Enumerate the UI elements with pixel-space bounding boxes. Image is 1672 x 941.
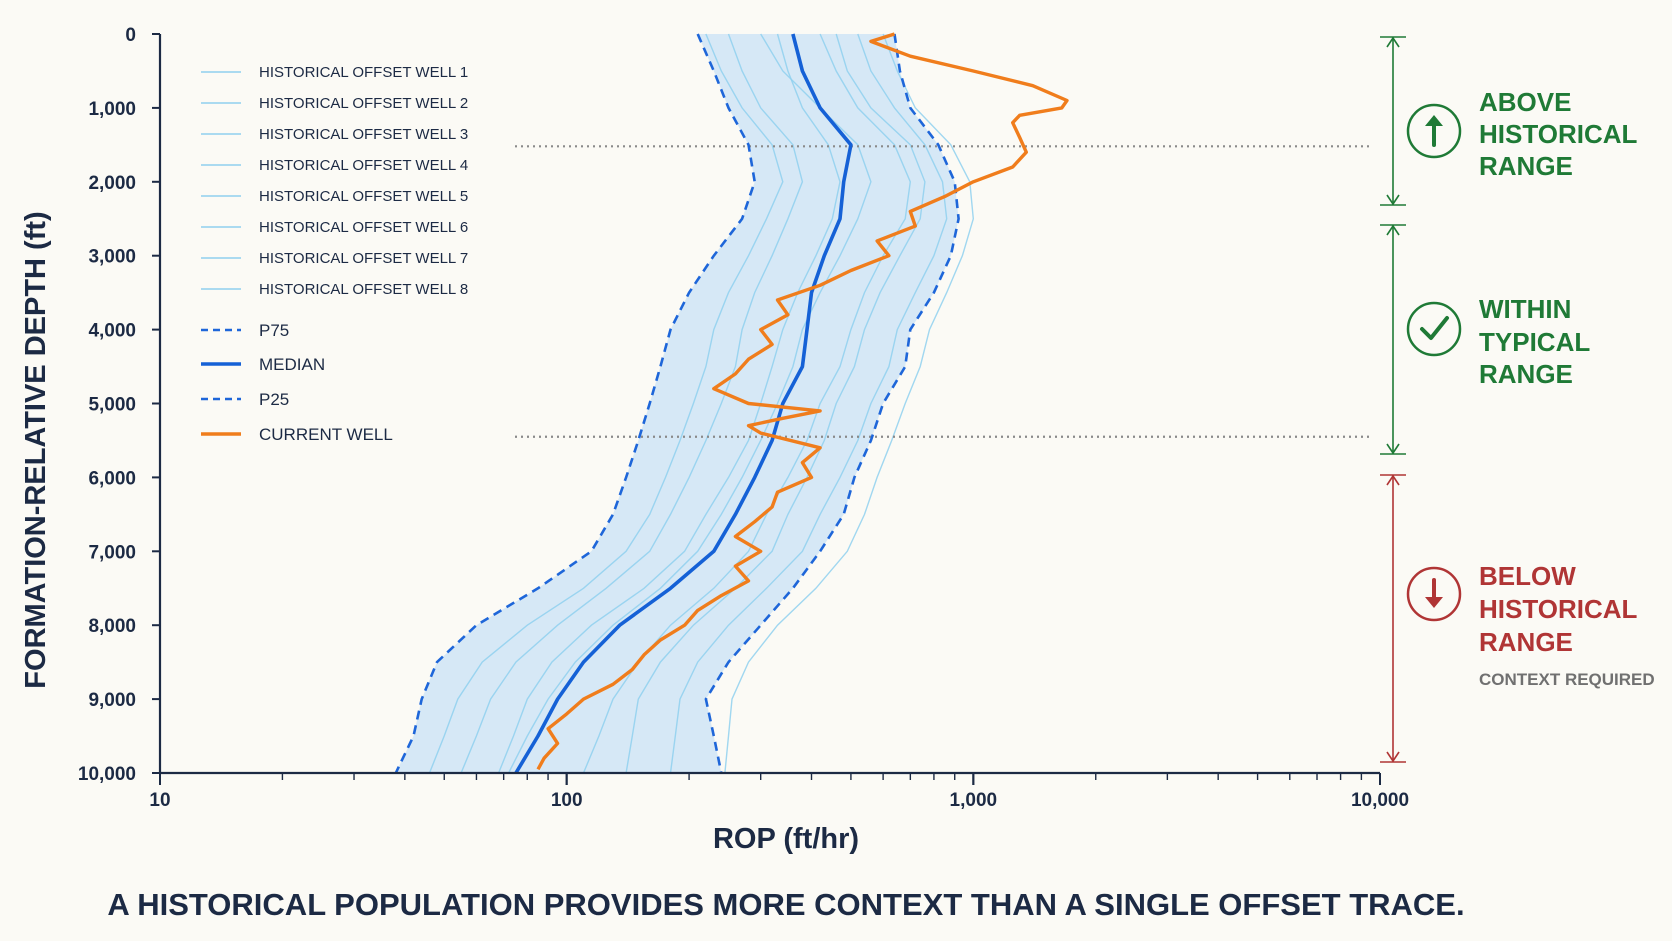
- x-tick-label: 10,000: [1351, 790, 1409, 811]
- legend-label-historical-4: HISTORICAL OFFSET WELL 4: [259, 157, 468, 174]
- y-tick-label: 5,000: [88, 395, 136, 416]
- arrow-down-icon: [1406, 566, 1462, 622]
- historical-well-line-8: [625, 33, 926, 774]
- x-tick-label: 10: [149, 790, 170, 811]
- current-well-trace: [536, 32, 1069, 771]
- above-zone-label-3: RANGE: [1479, 151, 1573, 181]
- within-zone-arrowhead-top: [1386, 224, 1400, 236]
- within-zone-label-2: TYPICAL: [1479, 327, 1590, 357]
- legend-label-historical-6: HISTORICAL OFFSET WELL 6: [259, 219, 468, 236]
- within-zone-label-1: WITHIN: [1479, 294, 1571, 324]
- percentile-lines: [394, 33, 960, 774]
- below-zone-arrowhead-bottom: [1386, 751, 1400, 763]
- below-zone-arrowhead-top: [1386, 474, 1400, 486]
- legend-label-current-well: CURRENT WELL: [259, 425, 393, 444]
- legend-label-historical-3: HISTORICAL OFFSET WELL 3: [259, 126, 468, 143]
- x-axis-title: ROP (ft/hr): [713, 823, 859, 855]
- legend-label-historical-8: HISTORICAL OFFSET WELL 8: [259, 281, 468, 298]
- above-zone-arrowhead-top: [1386, 36, 1400, 48]
- above-zone-label-1: ABOVE: [1479, 87, 1571, 117]
- y-tick-label: 6,000: [88, 468, 136, 489]
- chart-caption: A HISTORICAL POPULATION PROVIDES MORE CO…: [107, 887, 1464, 922]
- p25-line: [394, 33, 757, 774]
- legend-label-historical-5: HISTORICAL OFFSET WELL 5: [259, 188, 468, 205]
- arrow-up-icon: [1406, 103, 1462, 159]
- y-tick-label: 10,000: [78, 764, 136, 785]
- below-zone-note: CONTEXT REQUIRED: [1479, 670, 1655, 689]
- y-tick-label: 8,000: [88, 616, 136, 637]
- x-tick-label: 100: [551, 790, 583, 811]
- current-well-line: [536, 32, 1069, 771]
- x-tick-label: 1,000: [950, 790, 998, 811]
- y-tick-label: 0: [125, 25, 136, 46]
- y-tick-label: 1,000: [88, 99, 136, 120]
- zone-indicators: ABOVE HISTORICAL RANGE WITHIN TYPICAL RA…: [1380, 36, 1655, 763]
- within-zone-label-3: RANGE: [1479, 359, 1573, 389]
- historical-well-line-6: [724, 33, 975, 774]
- axes: 0 1,000 2,000 3,000 4,000 5,000 6,000 7,000 8,00…: [78, 25, 1409, 811]
- legend-label-historical-7: HISTORICAL OFFSET WELL 7: [259, 250, 468, 267]
- legend-label-p25: P25: [259, 390, 289, 409]
- median-line: [514, 33, 853, 774]
- y-tick-label: 2,000: [88, 173, 136, 194]
- legend-label-median: MEDIAN: [259, 355, 325, 374]
- zone-thresholds: [515, 145, 1372, 438]
- historical-well-line-1: [507, 33, 872, 774]
- legend-label-historical-2: HISTORICAL OFFSET WELL 2: [259, 95, 468, 112]
- historical-well-line-3: [460, 33, 804, 774]
- y-tick-label: 9,000: [88, 690, 136, 711]
- p75-line: [704, 33, 960, 774]
- above-zone-arrowhead-bottom: [1386, 194, 1400, 206]
- historical-well-line-4: [669, 33, 948, 774]
- legend-label-p75: P75: [259, 321, 289, 340]
- p25-p75-band: [395, 34, 959, 773]
- legend-label-historical-1: HISTORICAL OFFSET WELL 1: [259, 64, 468, 81]
- above-zone-label-2: HISTORICAL: [1479, 119, 1638, 149]
- p25-p75-band-area: [395, 34, 959, 773]
- below-zone-label-2: HISTORICAL: [1479, 594, 1638, 624]
- within-zone-arrowhead-bottom: [1386, 443, 1400, 455]
- below-zone-label-3: RANGE: [1479, 627, 1573, 657]
- checkmark-icon: [1406, 301, 1462, 357]
- y-tick-label: 3,000: [88, 247, 136, 268]
- y-axis-title: FORMATION-RELATIVE DEPTH (ft): [20, 211, 52, 688]
- historical-well-line-7: [428, 33, 784, 774]
- legend: HISTORICAL OFFSET WELL 1 HISTORICAL OFFSE…: [201, 64, 468, 444]
- y-tick-label: 7,000: [88, 542, 136, 563]
- below-zone-label-1: BELOW: [1479, 561, 1576, 591]
- y-tick-label: 4,000: [88, 321, 136, 342]
